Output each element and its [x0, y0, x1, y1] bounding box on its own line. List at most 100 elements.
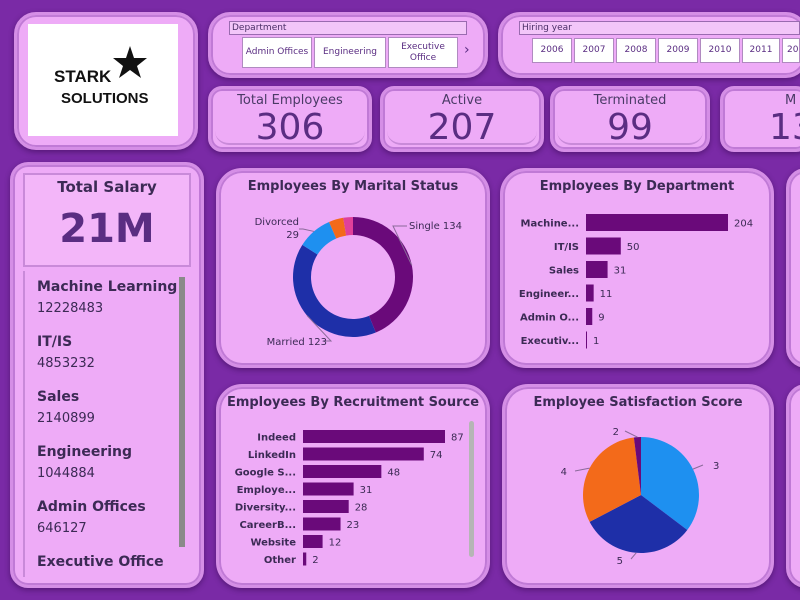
hiring-year-slicer-label: Hiring year	[519, 21, 800, 35]
bar-value-label: 9	[598, 313, 604, 324]
category-label: Sales	[549, 266, 579, 277]
logo-line1: STARK	[54, 67, 112, 86]
company-logo: STARK SOLUTIONS	[28, 24, 178, 136]
bar[interactable]	[303, 482, 354, 496]
right-partial-card	[786, 168, 800, 368]
bar-value-label: 2	[312, 555, 318, 566]
bar[interactable]	[303, 552, 307, 566]
salary-department-value: 646127	[37, 521, 87, 536]
total-salary-card: Total Salary 21M Machine Learning 122284…	[10, 162, 204, 588]
salary-department-value: 1044884	[37, 466, 95, 481]
department-option-admin-offices[interactable]: Admin Offices	[242, 37, 312, 68]
kpi-active-label: Active	[441, 93, 483, 108]
salary-department-name: Admin Offices	[37, 499, 146, 515]
category-label: Diversity...	[235, 503, 296, 514]
bar-value-label: 31	[614, 266, 627, 277]
satisfaction-title: Employee Satisfaction Score	[533, 395, 743, 410]
kpi-fourth: M 13	[720, 86, 800, 152]
hiring-year-option[interactable]: 2008	[616, 38, 656, 63]
marital-status-title: Employees By Marital Status	[247, 179, 459, 194]
pie-slice[interactable]	[589, 495, 688, 553]
recruitment-scrollbar[interactable]	[469, 421, 474, 557]
bar[interactable]	[586, 237, 621, 255]
bar[interactable]	[303, 430, 445, 443]
salary-department-value: 12228483	[37, 301, 104, 316]
category-label: Google S...	[235, 468, 296, 479]
pie-slice[interactable]	[641, 437, 699, 530]
bar[interactable]	[303, 447, 424, 461]
kpi-terminated-label: Terminated	[593, 93, 667, 108]
bar[interactable]	[586, 308, 593, 325]
kpi-active: Active 207	[380, 86, 544, 152]
pie-slice[interactable]	[353, 217, 413, 333]
pie-label-married: Married 123	[267, 337, 327, 348]
bar[interactable]	[303, 465, 382, 478]
category-label: Admin O...	[520, 313, 579, 324]
category-label: Engineer...	[519, 289, 579, 300]
hiring-year-option[interactable]: 2009	[658, 38, 698, 63]
kpi-terminated-value: 99	[607, 107, 653, 148]
salary-list-scrollbar[interactable]	[179, 277, 185, 547]
recruitment-source-card: Employees By Recruitment Source Indeed 87…	[216, 384, 490, 588]
marital-status-card: Employees By Marital Status Single 134 Ma…	[216, 168, 490, 368]
marital-status-chart: Single 134 Married 123 Divorced 29	[255, 217, 462, 348]
bar-value-label: 50	[627, 242, 640, 253]
kpi-total-employees-value: 306	[255, 107, 325, 148]
hiring-year-option[interactable]: 2011	[742, 38, 780, 63]
bar[interactable]	[303, 535, 323, 548]
pie-slice[interactable]	[293, 244, 376, 337]
department-title: Employees By Department	[539, 179, 735, 194]
category-label: IT/IS	[554, 242, 579, 253]
pie-label: 2	[613, 427, 619, 438]
bar[interactable]	[586, 261, 608, 278]
list-item: Engineering 1044884	[25, 436, 191, 491]
salary-department-value: 2140899	[37, 411, 95, 426]
chevron-right-icon[interactable]: ›	[464, 42, 470, 58]
logo-image: STARK SOLUTIONS	[54, 46, 149, 107]
bar-value-label: 31	[360, 485, 373, 496]
pie-label-divorced: Divorced	[255, 217, 299, 228]
pie-label-single: Single 134	[409, 221, 462, 232]
department-option-engineering[interactable]: Engineering	[314, 37, 386, 68]
hiring-year-option[interactable]: 20	[782, 38, 800, 63]
department-card: Employees By Department Machine... 204 IT/…	[500, 168, 774, 368]
list-item: Admin Offices 646127	[25, 491, 191, 546]
bar[interactable]	[303, 517, 341, 531]
hiring-year-option[interactable]: 2010	[700, 38, 740, 63]
bar[interactable]	[303, 500, 349, 513]
bar-value-label: 12	[329, 538, 342, 549]
hiring-year-option[interactable]: 2007	[574, 38, 614, 63]
kpi-fourth-value: 13	[769, 107, 800, 148]
pie-slice[interactable]	[329, 217, 347, 239]
category-label: Machine...	[521, 219, 579, 230]
bar[interactable]	[586, 331, 587, 349]
list-item: Sales 2140899	[25, 381, 191, 436]
pie-label: 4	[561, 467, 567, 478]
bar-value-label: 204	[734, 219, 753, 230]
category-label: Executiv...	[521, 336, 579, 347]
pie-slice[interactable]	[583, 437, 641, 522]
bar-value-label: 87	[451, 433, 464, 444]
department-option-executive-office[interactable]: Executive Office	[388, 37, 458, 68]
pie-label-divorced-value: 29	[286, 230, 299, 241]
logo-line2: SOLUTIONS	[61, 90, 149, 107]
bar[interactable]	[586, 214, 728, 231]
satisfaction-card: Employee Satisfaction Score 3 5 4 2	[502, 384, 774, 588]
pie-slice[interactable]	[343, 217, 353, 236]
bar[interactable]	[586, 284, 594, 302]
bar-value-label: 48	[387, 468, 400, 479]
satisfaction-chart: 3 5 4 2	[561, 427, 720, 567]
salary-department-name: Machine Learning	[37, 279, 178, 295]
pie-slice[interactable]	[302, 221, 337, 255]
hiring-year-option[interactable]: 2006	[532, 38, 572, 63]
pie-slice[interactable]	[633, 437, 641, 495]
total-salary-value: 21M	[59, 206, 155, 252]
salary-department-name: IT/IS	[37, 334, 73, 350]
salary-by-department-list[interactable]: Machine Learning 12228483 IT/IS 4853232 …	[23, 271, 191, 577]
category-label: Indeed	[257, 433, 296, 444]
list-item: IT/IS 4853232	[25, 326, 191, 381]
kpi-total-employees-label: Total Employees	[237, 93, 343, 108]
salary-department-name: Sales	[37, 389, 80, 405]
bar-value-label: 1	[593, 336, 599, 347]
